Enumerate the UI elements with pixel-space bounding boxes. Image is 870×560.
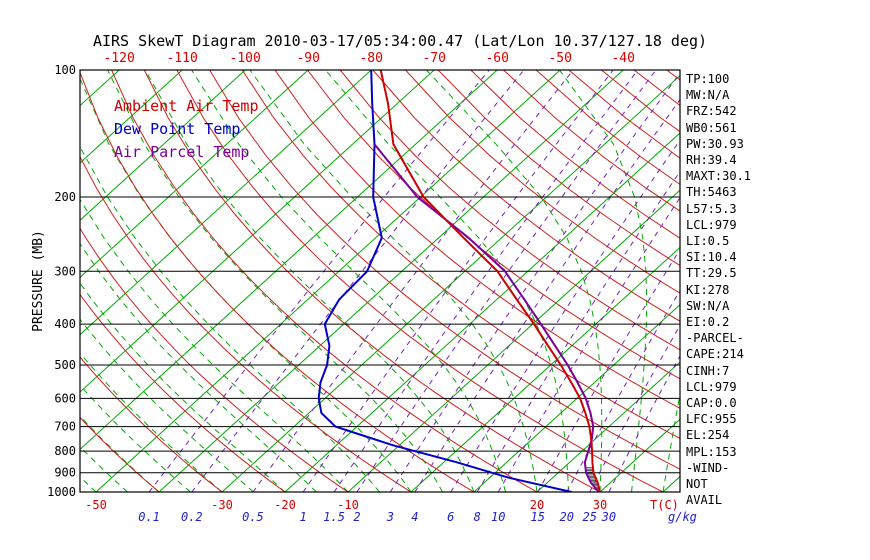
mixing-ratio-label: 3 xyxy=(386,510,394,524)
pressure-tick-label: 300 xyxy=(54,264,76,278)
mixing-ratio-label: 30 xyxy=(601,510,616,524)
mixing-ratio-label: 1 xyxy=(299,510,306,524)
legend-dew-point-temp: Dew Point Temp xyxy=(114,120,241,138)
pressure-tick-label: 400 xyxy=(54,317,76,331)
stat-line: KI:278 xyxy=(686,282,730,297)
mixing-ratio-label: 15 xyxy=(531,510,545,524)
mixing-ratio-label: 6 xyxy=(447,510,454,524)
stat-line: TP:100 xyxy=(686,72,730,86)
mixing-ratio-label: 25 xyxy=(583,510,597,524)
legend-air-parcel-temp: Air Parcel Temp xyxy=(114,143,250,161)
pressure-tick-label: 500 xyxy=(54,358,76,372)
mixing-unit-label: g/kg xyxy=(668,510,697,524)
mixing-ratio-label: 2 xyxy=(353,510,360,524)
pressure-tick-label: 800 xyxy=(54,444,76,458)
pressure-tick-label: 600 xyxy=(54,391,76,405)
stat-line: CINH:7 xyxy=(686,363,730,378)
top-axis-label: -110 xyxy=(167,51,198,66)
series-dew-point-temp xyxy=(317,70,572,492)
dry-adiabat-lines xyxy=(80,70,680,492)
mixing-ratio-label: 0.1 xyxy=(138,510,160,524)
bottom-temp-label: -10 xyxy=(337,498,359,512)
moist-adiabat-lines xyxy=(80,70,680,492)
pressure-tick-label: 1000 xyxy=(47,485,76,499)
top-axis-label: -90 xyxy=(296,51,319,66)
mixing-ratio-label: 1.5 xyxy=(323,510,345,524)
x-axis-unit-label: T(C) xyxy=(650,498,679,512)
stat-line: -PARCEL- xyxy=(686,331,744,346)
top-axis-label: -100 xyxy=(230,51,261,66)
stat-line: LI:0.5 xyxy=(686,234,730,249)
stat-line: CAP:0.0 xyxy=(686,396,737,411)
stat-line: MAXT:30.1 xyxy=(686,169,752,184)
bottom-temp-label: 20 xyxy=(530,498,544,512)
stats-panel: TP:100 MW:N/A FRZ:542 WB0:561 PW:30.93 RH:39.… xyxy=(686,71,751,508)
stat-line: LFC:955 xyxy=(686,412,737,427)
series-air-parcel-temp xyxy=(373,143,600,492)
plot-frame xyxy=(79,69,681,493)
stat-line: NOT xyxy=(686,477,708,492)
mixing-ratio-label: 10 xyxy=(491,510,505,524)
stat-line: WB0:561 xyxy=(686,120,737,135)
top-axis-label: -120 xyxy=(104,51,135,66)
stat-line: FRZ:542 xyxy=(686,104,737,119)
stat-line: LCL:979 xyxy=(686,217,737,232)
stat-line: EI:0.2 xyxy=(686,315,730,330)
stat-line: MPL:153 xyxy=(686,444,737,459)
pressure-tick-label: 200 xyxy=(54,190,76,204)
stat-line: PW:30.93 xyxy=(686,136,744,151)
stat-line: TH:5463 xyxy=(686,185,737,200)
isotherm-lines xyxy=(80,70,680,492)
stat-line: RH:39.4 xyxy=(686,153,737,168)
stat-line: SW:N/A xyxy=(686,298,730,313)
pressure-tick-label: 700 xyxy=(54,420,76,434)
top-axis-label: -50 xyxy=(548,51,571,66)
bottom-temp-label: 30 xyxy=(593,498,607,512)
mixing-ratio-label: 4 xyxy=(411,510,418,524)
mixing-ratio-label: 0.2 xyxy=(181,510,203,524)
stat-line: LCL:979 xyxy=(686,379,737,394)
top-axis-label: -60 xyxy=(485,51,508,66)
series-ambient-air-temp xyxy=(379,70,601,492)
stat-line: CAPE:214 xyxy=(686,347,744,362)
mixing-ratio-lines xyxy=(148,70,680,492)
stat-line: AVAIL xyxy=(686,493,723,508)
top-axis-label: -80 xyxy=(359,51,382,66)
pressure-tick-label: 900 xyxy=(54,466,76,480)
bottom-temp-label: -50 xyxy=(85,498,107,512)
stat-line: SI:10.4 xyxy=(686,250,737,265)
stat-line: TT:29.5 xyxy=(686,266,737,281)
y-axis-title: PRESSURE (MB) xyxy=(31,230,46,332)
chart-title: AIRS SkewT Diagram 2010-03-17/05:34:00.4… xyxy=(92,32,708,50)
stat-line: L57:5.3 xyxy=(686,201,737,216)
bottom-temp-label: -20 xyxy=(274,498,296,512)
legend-ambient-air-temp: Ambient Air Temp xyxy=(114,97,259,115)
mixing-ratio-label: 8 xyxy=(474,510,481,524)
pressure-tick-label: 100 xyxy=(54,63,76,77)
top-axis-label: -70 xyxy=(422,51,445,66)
stat-line: MW:N/A xyxy=(686,88,730,103)
mixing-ratio-label: 0.5 xyxy=(242,510,264,524)
legend: Ambient Air Temp Dew Point Temp Air Parcel… xyxy=(114,95,259,164)
mixing-ratio-label: 20 xyxy=(560,510,574,524)
pressure-lines xyxy=(80,70,680,492)
stat-line: EL:254 xyxy=(686,428,730,443)
top-axis-label: -40 xyxy=(611,51,634,66)
bottom-temp-label: -30 xyxy=(211,498,233,512)
stat-line: -WIND- xyxy=(686,460,730,475)
